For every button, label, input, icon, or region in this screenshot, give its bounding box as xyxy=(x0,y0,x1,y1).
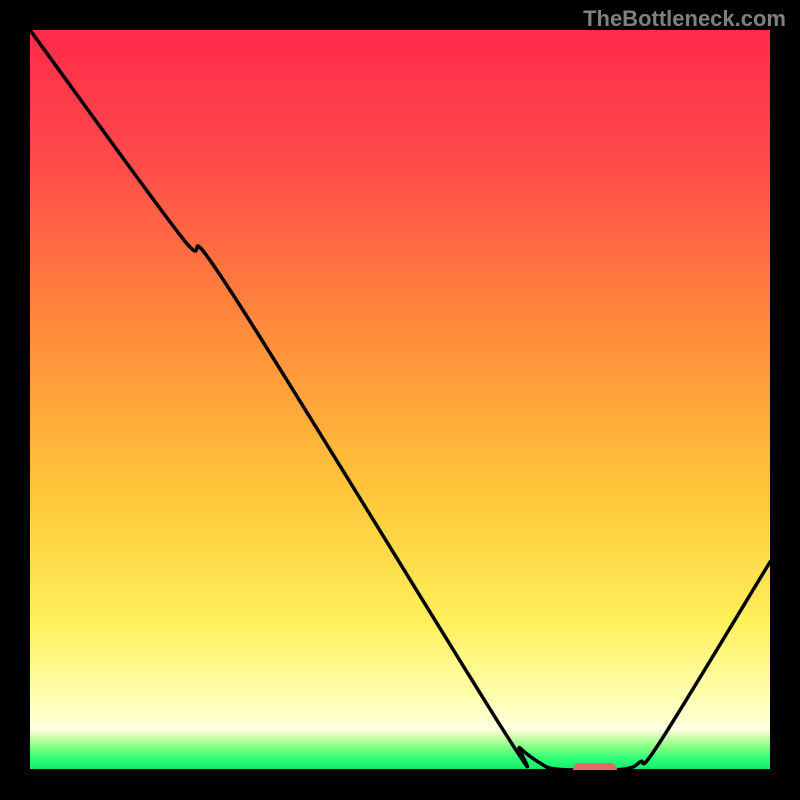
bottleneck-curve xyxy=(30,30,770,770)
optimal-marker xyxy=(573,763,617,770)
chart-container: TheBottleneck.com xyxy=(0,0,800,800)
plot-area xyxy=(30,30,770,770)
curve-line xyxy=(30,30,770,770)
watermark-text: TheBottleneck.com xyxy=(583,6,786,32)
